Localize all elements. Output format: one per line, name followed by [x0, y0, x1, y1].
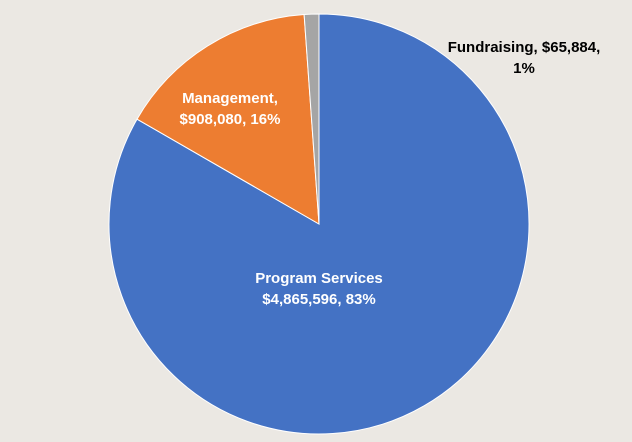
pie-slice-fundraising — [303, 13, 320, 225]
data-label-fundraising-line2: 1% — [513, 60, 535, 77]
pie-slice-management — [136, 13, 320, 225]
data-label-program-services: Program Services $4,865,596, 83% — [255, 270, 383, 308]
data-label-management-line2: $908,080, 16% — [180, 111, 281, 128]
data-label-fundraising: Fundraising, $65,884, 1% — [448, 39, 601, 77]
data-label-management: Management, $908,080, 16% — [180, 90, 281, 128]
data-label-program-services-line2: $4,865,596, 83% — [262, 291, 375, 308]
data-label-management-line1: Management, — [182, 90, 278, 107]
data-label-fundraising-line1: Fundraising, $65,884, — [448, 39, 601, 56]
data-label-program-services-line1: Program Services — [255, 270, 383, 287]
